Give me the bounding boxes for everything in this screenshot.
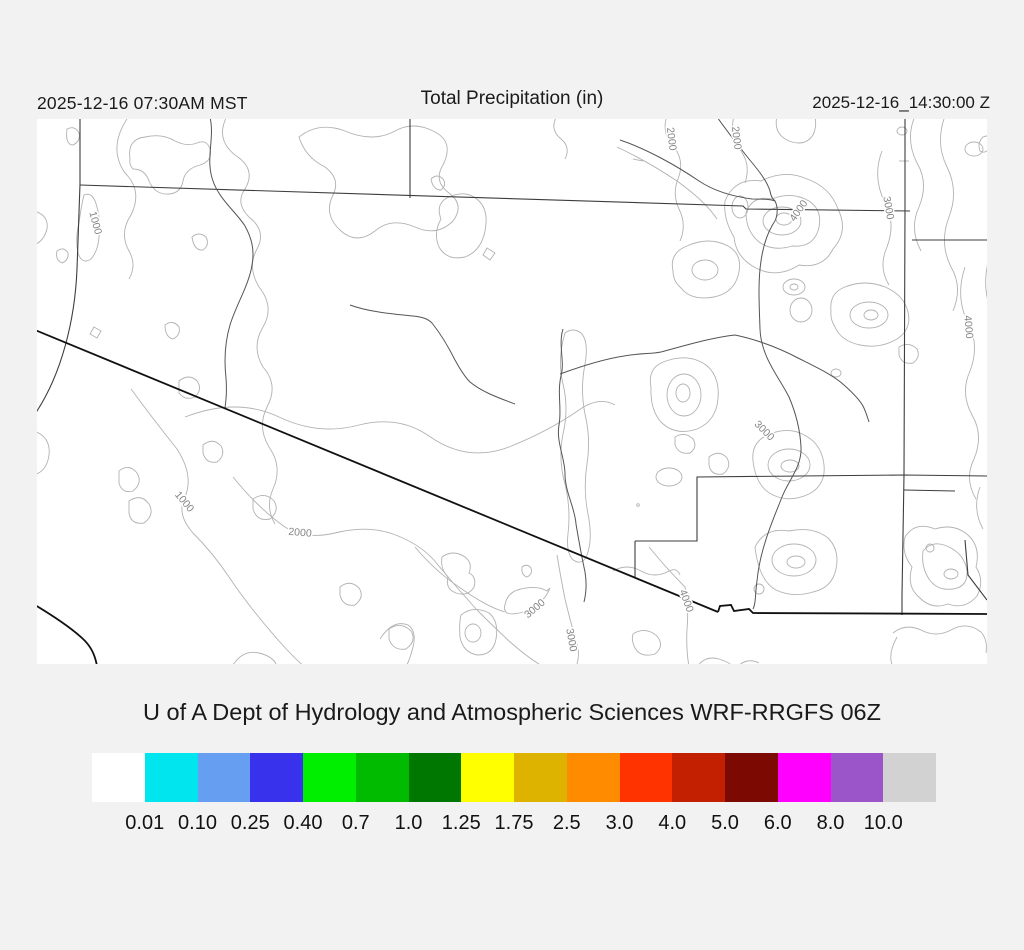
page-title: Total Precipitation (in) xyxy=(420,88,604,109)
contour-label: 1000 xyxy=(86,210,104,236)
contour-label: 3000 xyxy=(880,195,896,220)
contour-label: 1000 xyxy=(172,489,196,515)
colorbar-tick-label: 4.0 xyxy=(658,812,687,834)
colorbar-labels: 0.01 0.10 0.25 0.40 0.7 1.0 1.25 1.75 2.5 3.0 4.0 5… xyxy=(0,812,1024,836)
colorbar-cell xyxy=(303,753,356,802)
colorbar-cell xyxy=(883,753,936,802)
colorbar-cell xyxy=(514,753,567,802)
colorbar-cell xyxy=(830,753,884,802)
colorbar-cell xyxy=(619,753,673,802)
contour-label: 2000 xyxy=(729,126,744,151)
rivers xyxy=(209,119,870,610)
contour-label: 3000 xyxy=(563,627,579,652)
colorbar-tick-label: 2.5 xyxy=(552,812,581,834)
colorbar-cell xyxy=(672,753,725,802)
forecast-map: 1000 1000 2000 2000 2000 4000 3000 4000 3000 3000… xyxy=(37,119,987,664)
contour-label: 4000 xyxy=(677,588,696,614)
colorbar xyxy=(92,753,936,802)
contour-label: 3000 xyxy=(522,597,548,621)
colorbar-tick-label: 1.25 xyxy=(441,812,481,834)
contour-label: 4000 xyxy=(961,315,975,339)
contour-label: 2000 xyxy=(288,526,312,540)
colorbar-tick-label: 0.01 xyxy=(125,812,165,834)
valid-timestamp: 2025-12-16_14:30:00 Z xyxy=(812,93,990,112)
colorbar-tick-label: 5.0 xyxy=(711,812,739,834)
colorbar-tick-label: 6.0 xyxy=(763,812,792,834)
colorbar-tick-label: 0.7 xyxy=(341,812,370,834)
state-borders xyxy=(37,119,987,615)
colorbar-cell xyxy=(461,753,514,802)
colorbar-cell xyxy=(144,753,198,802)
contour-label: 2000 xyxy=(664,127,679,152)
colorbar-tick-label: 10.0 xyxy=(863,812,903,834)
map-svg: 1000 1000 2000 2000 2000 4000 3000 4000 3000 3000… xyxy=(37,119,987,664)
colorbar-cell xyxy=(355,753,409,802)
gulf-coastline xyxy=(37,605,98,664)
colorbar-cell xyxy=(197,753,251,802)
colorbar-tick-label: 0.25 xyxy=(230,812,270,834)
contour-lines xyxy=(37,119,987,664)
colorbar-cell xyxy=(725,753,778,802)
contour-label: 4000 xyxy=(787,198,810,224)
colorbar-tick-label: 3.0 xyxy=(605,812,634,834)
colorbar-tick-label: 1.0 xyxy=(394,812,423,834)
colorbar-cell xyxy=(250,753,303,802)
colorbar-cell xyxy=(566,753,620,802)
colorbar-cell xyxy=(408,753,462,802)
international-border xyxy=(37,329,987,664)
colorbar-cell xyxy=(777,753,831,802)
init-timestamp: 2025-12-16 07:30AM MST xyxy=(37,93,248,113)
colorbar-cell xyxy=(92,753,145,802)
contour-label: 3000 xyxy=(752,418,777,443)
colorbar-tick-label: 8.0 xyxy=(816,812,845,834)
colorbar-tick-label: 0.40 xyxy=(283,812,323,834)
colorbar-tick-label: 1.75 xyxy=(494,812,534,834)
caption: U of A Dept of Hydrology and Atmospheric… xyxy=(143,699,881,725)
colorbar-tick-label: 0.10 xyxy=(178,812,217,834)
